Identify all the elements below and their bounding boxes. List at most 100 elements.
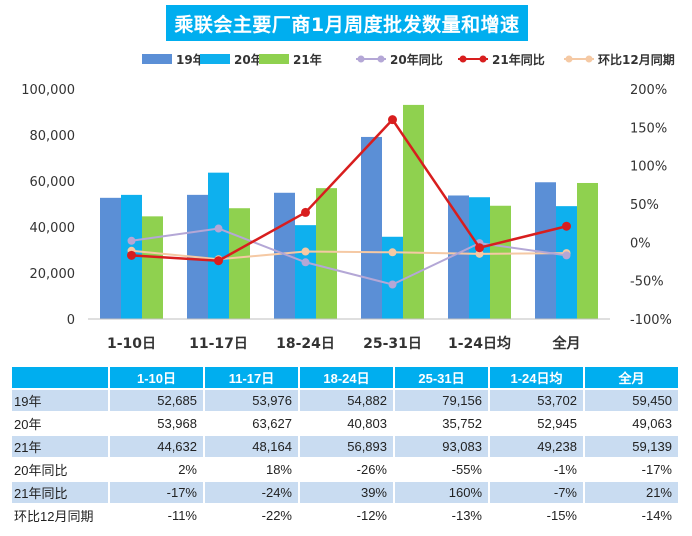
bar-20年 — [469, 197, 490, 319]
table-cell: 52,945 — [490, 413, 583, 434]
line-环比12月同期 — [131, 249, 567, 261]
table-cell: -13% — [395, 505, 488, 526]
table-row: 环比12月同期 -11% -22% -12% -13% -15% -14% — [12, 505, 678, 526]
table-row: 19年 52,685 53,976 54,882 79,156 53,702 59,450 — [12, 390, 678, 411]
table-cell: 56,893 — [300, 436, 393, 457]
bar-19年 — [535, 182, 556, 319]
legend-label: 21年 — [293, 52, 322, 67]
table-cell: 35,752 — [395, 413, 488, 434]
point-环比12月同期 — [388, 248, 397, 257]
point-20年同比 — [388, 280, 397, 289]
table-cell: 160% — [395, 482, 488, 503]
table-cell: 59,450 — [585, 390, 678, 411]
table-cell: -24% — [205, 482, 298, 503]
y-right-tick-label: 0% — [630, 236, 651, 251]
table-cell: -7% — [490, 482, 583, 503]
point-21年同比 — [475, 243, 484, 253]
legend-marker — [479, 55, 487, 63]
bar-19年 — [274, 192, 295, 319]
table-cell: 48,164 — [205, 436, 298, 457]
table-header-cell: 全月 — [585, 367, 678, 388]
table-cell: -14% — [585, 505, 678, 526]
legend-label: 21年同比 — [492, 52, 545, 67]
y-left-tick-label: 20,000 — [30, 267, 76, 282]
table-header-cell — [12, 367, 108, 388]
point-20年同比 — [301, 258, 310, 267]
point-环比12月同期 — [475, 249, 484, 258]
table-cell: 53,968 — [110, 413, 203, 434]
table-cell: 21% — [585, 482, 678, 503]
table-cell: 49,063 — [585, 413, 678, 434]
table-cell: 53,976 — [205, 390, 298, 411]
y-left-tick-label: 100,000 — [21, 83, 75, 98]
table-row: 21年 44,632 48,164 56,893 93,083 49,238 59,139 — [12, 436, 678, 457]
y-right-tick-label: 200% — [630, 83, 667, 98]
y-right-tick-label: 100% — [630, 160, 667, 175]
table-header-cell: 11-17日 — [205, 367, 298, 388]
table-cell: 2% — [110, 459, 203, 480]
table-header-cell: 1-24日均 — [490, 367, 583, 388]
table-cell: -17% — [110, 482, 203, 503]
table-cell: 39% — [300, 482, 393, 503]
line-21年同比 — [131, 117, 567, 263]
legend-marker — [565, 55, 573, 63]
y-left-tick-label: 80,000 — [30, 129, 76, 144]
table-cell: -11% — [110, 505, 203, 526]
legend-marker — [377, 55, 385, 63]
x-tick-label: 1-24日均 — [448, 335, 511, 352]
table-cell: -22% — [205, 505, 298, 526]
y-left-tick-label: 60,000 — [30, 175, 76, 190]
table-cell: 52,685 — [110, 390, 203, 411]
table-header-cell: 25-31日 — [395, 367, 488, 388]
table-cell: -15% — [490, 505, 583, 526]
table-cell: 49,238 — [490, 436, 583, 457]
row-header-cell: 21年同比 — [12, 482, 108, 503]
point-环比12月同期 — [301, 247, 310, 256]
bar-21年 — [403, 104, 424, 319]
x-tick-label: 全月 — [552, 335, 581, 352]
point-21年同比 — [562, 221, 571, 231]
bar-21年 — [142, 216, 163, 319]
chart-area: 0 20,000 40,000 60,000 80,000 100,000 -100% -50… — [21, 52, 675, 352]
x-tick-label: 11-17日 — [189, 336, 248, 352]
legend-label: 20年 — [234, 52, 263, 67]
bar-21年 — [229, 208, 250, 319]
y-right-tick-label: 150% — [630, 121, 667, 136]
table-cell: 54,882 — [300, 390, 393, 411]
point-21年同比 — [301, 207, 310, 217]
table-row: 21年同比 -17% -24% 39% 160% -7% 21% — [12, 482, 678, 503]
data-table: 1-10日 11-17日 18-24日 25-31日 1-24日均 全月 19年… — [10, 365, 680, 528]
legend-swatch — [259, 54, 289, 64]
table-cell: 63,627 — [205, 413, 298, 434]
row-header-cell: 21年 — [12, 436, 108, 457]
point-21年同比 — [214, 256, 223, 266]
bar-19年 — [100, 197, 121, 319]
bar-21年 — [577, 182, 598, 319]
y-right-tick-label: -100% — [630, 313, 672, 328]
bar-20年 — [208, 172, 229, 319]
y-left-tick-label: 40,000 — [30, 221, 76, 236]
table-row: 20年同比 2% 18% -26% -55% -1% -17% — [12, 459, 678, 480]
legend-marker — [585, 55, 593, 63]
legend-label: 19年 — [176, 52, 205, 67]
legend-marker — [357, 55, 365, 63]
x-tick-label: 18-24日 — [276, 336, 335, 352]
table-cell: -55% — [395, 459, 488, 480]
table-cell: 59,139 — [585, 436, 678, 457]
chart-title: 乘联会主要厂商1月周度批发数量和增速 — [166, 5, 528, 41]
row-header-cell: 环比12月同期 — [12, 505, 108, 526]
legend-marker — [459, 55, 467, 63]
point-20年同比 — [127, 236, 136, 245]
table-cell: -17% — [585, 459, 678, 480]
legend-label: 环比12月同期 — [598, 52, 675, 67]
bar-21年 — [316, 188, 337, 319]
point-20年同比 — [562, 251, 571, 260]
table-header-cell: 18-24日 — [300, 367, 393, 388]
row-header-cell: 19年 — [12, 390, 108, 411]
bar-20年 — [556, 206, 577, 319]
point-20年同比 — [214, 224, 223, 233]
table-cell: 53,702 — [490, 390, 583, 411]
legend-swatch — [200, 54, 230, 64]
table-cell: 44,632 — [110, 436, 203, 457]
point-21年同比 — [127, 250, 136, 260]
